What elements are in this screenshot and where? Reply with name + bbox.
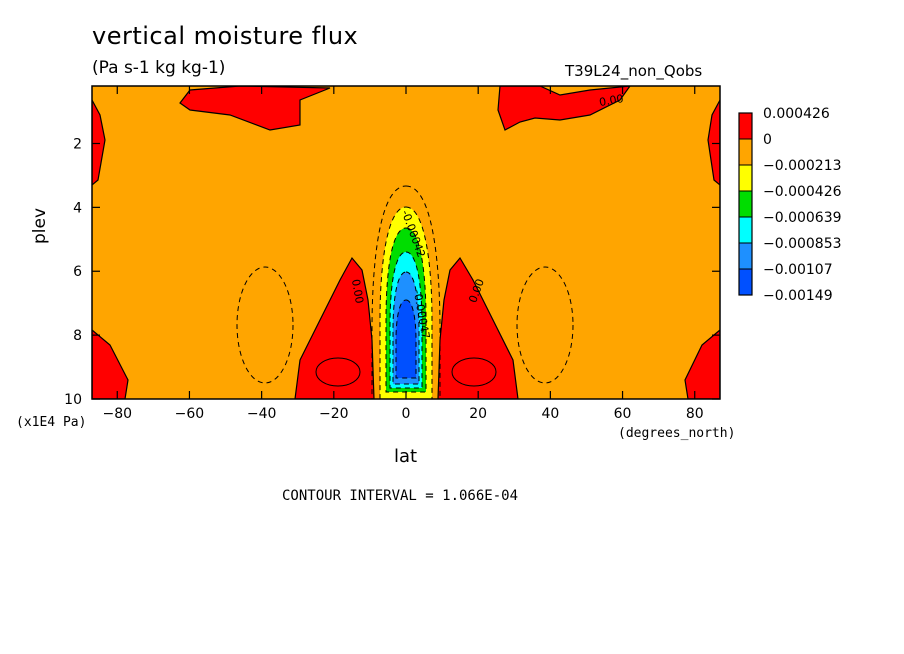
y-tick-label: 10	[64, 392, 82, 408]
plot-field	[92, 86, 720, 399]
y-tick-label: 8	[73, 328, 82, 344]
contour-neg-south	[236, 266, 294, 384]
legend-label: −0.000426	[763, 184, 842, 200]
legend-swatch	[738, 190, 753, 218]
chart-units: (Pa s-1 kg kg-1)	[92, 58, 226, 78]
y-axis-units: (x1E4 Pa)	[16, 415, 87, 430]
contour-label: 0.00	[598, 92, 624, 109]
y-tick-label: 6	[73, 264, 82, 280]
x-tick-label: 40	[541, 406, 559, 422]
red-region-edge-right-top	[707, 99, 720, 186]
legend-swatch	[738, 164, 753, 192]
legend-label: 0	[763, 132, 772, 148]
x-tick-label: −80	[102, 406, 132, 422]
legend-swatch	[738, 112, 753, 140]
chart-title: vertical moisture flux	[92, 22, 359, 50]
red-region-north	[437, 256, 519, 399]
red-region-top-right	[497, 86, 631, 131]
x-tick-label: −20	[319, 406, 349, 422]
legend-label: −0.00149	[763, 288, 833, 304]
x-tick-label: 20	[469, 406, 487, 422]
legend-label: −0.000213	[763, 158, 842, 174]
contour-neg-north	[516, 266, 574, 384]
legend-swatch	[738, 242, 753, 270]
legend-label: −0.00107	[763, 262, 833, 278]
x-ticks: −80 −60 −40 −20 0 20 40 60 80	[102, 86, 704, 422]
legend-label: −0.000639	[763, 210, 842, 226]
x-axis-label: lat	[394, 446, 418, 467]
red-region-edge-left-bottom	[92, 329, 129, 399]
x-tick-label: 0	[402, 406, 411, 422]
legend-swatch	[738, 216, 753, 244]
red-region-top-left	[179, 86, 331, 131]
legend-label: 0.000426	[763, 106, 830, 122]
contour-interval: CONTOUR INTERVAL = 1.066E-04	[282, 488, 519, 504]
red-region-edge-right-bottom	[684, 329, 720, 399]
contour-red-inner-north	[451, 357, 497, 387]
contour-label: 0.00	[349, 278, 366, 304]
legend-swatch	[738, 268, 753, 296]
core-darkblue	[395, 299, 417, 379]
x-axis-units: (degrees_north)	[618, 426, 736, 441]
red-region-edge-left-top	[92, 99, 106, 186]
x-tick-label: −40	[247, 406, 277, 422]
run-label: T39L24_non_Qobs	[565, 62, 703, 80]
red-region-south	[294, 256, 375, 399]
x-tick-label: 80	[686, 406, 704, 422]
x-tick-label: −60	[175, 406, 205, 422]
x-tick-label: 60	[614, 406, 632, 422]
y-ticks: 2 4 6 8 10	[64, 136, 720, 408]
legend: 0.000426 0 −0.000213 −0.000426 −0.000639 −0.0…	[738, 106, 842, 304]
legend-frame	[738, 112, 753, 296]
legend-label: −0.000853	[763, 236, 842, 252]
contour-red-inner-south	[315, 357, 361, 387]
legend-swatch	[738, 138, 753, 166]
y-tick-label: 2	[73, 136, 82, 152]
y-tick-label: 4	[73, 200, 82, 216]
